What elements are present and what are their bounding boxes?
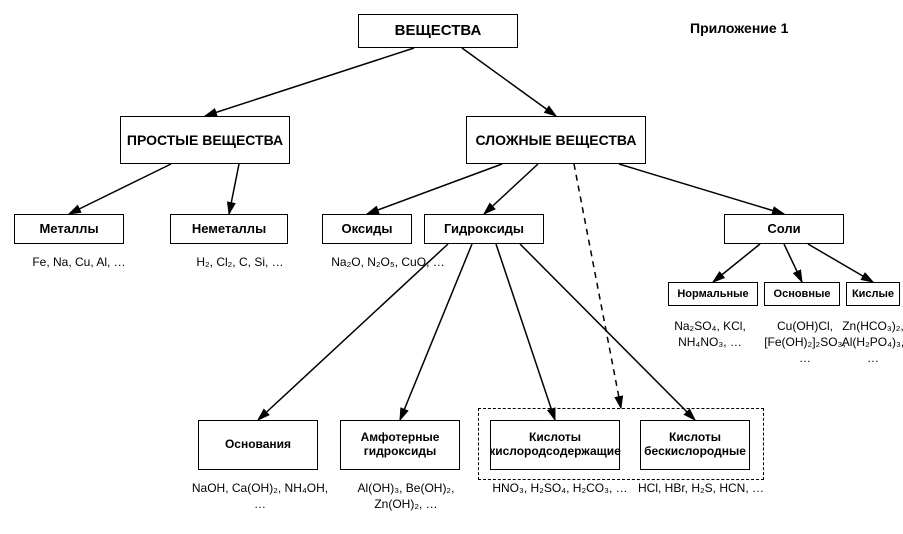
node-nonmetals: Неметаллы xyxy=(170,214,288,244)
edge-simple-metals xyxy=(69,164,171,214)
caption-bases_ex: NaOH, Ca(OH)₂, NH₄OH, … xyxy=(190,480,330,512)
caption-oxides_ex: Na₂O, N₂O₅, CuO, … xyxy=(308,254,468,270)
node-complex: СЛОЖНЫЕ ВЕЩЕСТВА xyxy=(466,116,646,164)
node-hydroxides: Гидроксиды xyxy=(424,214,544,244)
caption-salt_normal_ex: Na₂SO₄, KCl, NH₄NO₃, … xyxy=(660,318,760,350)
caption-acid_nonoxy_ex: HCl, HBr, H₂S, HCN, … xyxy=(636,480,766,496)
edge-root-simple xyxy=(205,48,414,116)
edge-salts-salt_basic xyxy=(784,244,802,282)
node-salts: Соли xyxy=(724,214,844,244)
node-salt_basic: Основные xyxy=(764,282,840,306)
node-amphoteric: Амфотерные гидроксиды xyxy=(340,420,460,470)
node-bases: Основания xyxy=(198,420,318,470)
caption-salt_acid_ex: Zn(HCO₃)₂, Al(H₂PO₄)₃, … xyxy=(838,318,903,367)
edge-complex-hydroxides xyxy=(484,164,538,214)
edge-simple-nonmetals xyxy=(229,164,239,214)
edge-hydroxides-amphoteric xyxy=(400,244,472,420)
caption-metals_ex: Fe, Na, Cu, Al, … xyxy=(14,254,144,270)
appendix-header: Приложение 1 xyxy=(690,20,788,36)
node-salt_normal: Нормальные xyxy=(668,282,758,306)
node-simple: ПРОСТЫЕ ВЕЩЕСТВА xyxy=(120,116,290,164)
node-metals: Металлы xyxy=(14,214,124,244)
caption-amphoteric_ex: Al(OH)₃, Be(OH)₂, Zn(OH)₂, … xyxy=(336,480,476,512)
edge-root-complex xyxy=(462,48,556,116)
node-oxides: Оксиды xyxy=(322,214,412,244)
edge-complex-oxides xyxy=(367,164,502,214)
node-salt_acid: Кислые xyxy=(846,282,900,306)
acids-dashed-group xyxy=(478,408,764,480)
edge-complex-salts xyxy=(619,164,784,214)
edge-complex-acids-dashed xyxy=(574,164,621,408)
edge-hydroxides-acid_oxy xyxy=(496,244,555,420)
caption-acid_oxy_ex: HNO₃, H₂SO₄, H₂CO₃, … xyxy=(490,480,630,496)
node-root: ВЕЩЕСТВА xyxy=(358,14,518,48)
edge-salts-salt_normal xyxy=(713,244,760,282)
edge-salts-salt_acid xyxy=(808,244,873,282)
caption-nonmetals_ex: H₂, Cl₂, C, Si, … xyxy=(170,254,310,270)
diagram-root: { "header": "Приложение 1", "colors": { … xyxy=(0,0,903,534)
edge-hydroxides-bases xyxy=(258,244,448,420)
